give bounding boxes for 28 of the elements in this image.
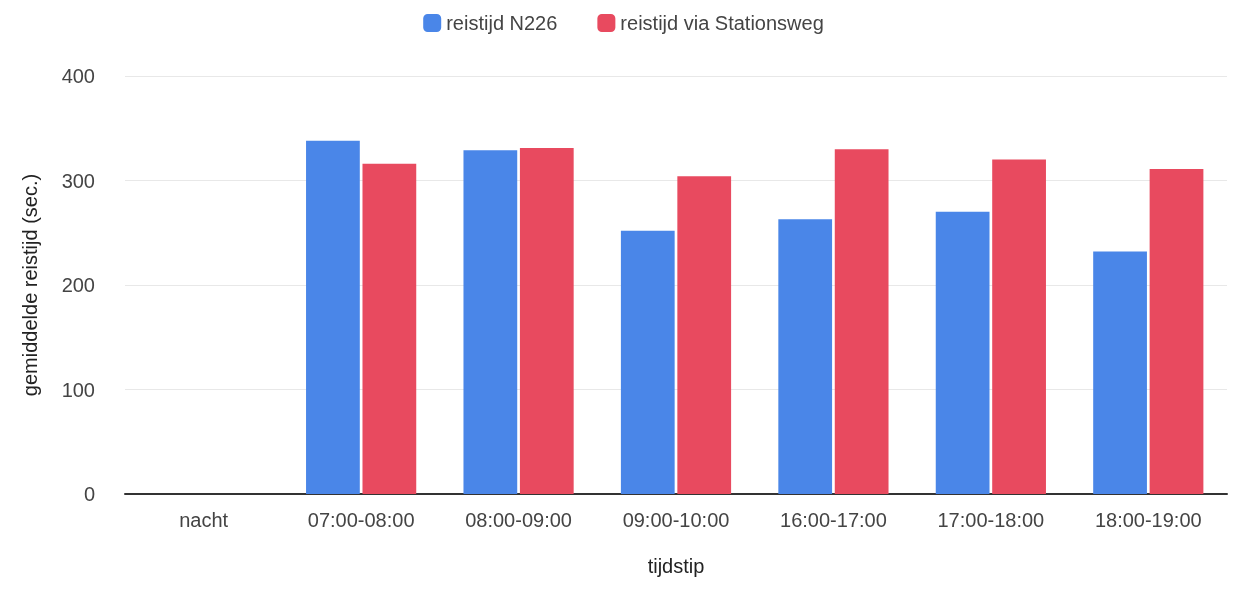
bar <box>778 219 833 494</box>
bar <box>306 140 360 494</box>
bar <box>992 159 1046 494</box>
y-tick-label: 300 <box>61 169 95 192</box>
x-tick-label: nacht <box>179 509 229 531</box>
y-tick-label: 0 <box>83 483 95 505</box>
bar <box>620 230 675 494</box>
x-tick-label: 08:00-09:00 <box>465 509 572 531</box>
bar <box>677 176 732 494</box>
x-tick-label: 09:00-10:00 <box>622 509 730 531</box>
bar <box>362 163 417 494</box>
bar <box>1149 169 1204 494</box>
bar <box>834 149 889 494</box>
legend-label: reistijd N226 <box>446 12 558 34</box>
bar <box>463 150 518 494</box>
x-tick-label: 17:00-18:00 <box>937 509 1045 531</box>
bar <box>935 211 990 494</box>
x-axis-title: tijdstip <box>647 555 705 577</box>
y-tick-label: 100 <box>61 378 95 401</box>
x-tick-label: 07:00-08:00 <box>307 509 415 531</box>
y-tick-label: 200 <box>61 274 95 296</box>
bar <box>1093 251 1147 494</box>
x-tick-label: 16:00-17:00 <box>780 509 887 531</box>
x-tick-label: 18:00-19:00 <box>1094 509 1202 531</box>
legend-label: reistijd via Stationsweg <box>620 12 824 34</box>
bar <box>519 148 574 494</box>
y-axis-title: gemiddelde reistijd (sec.) <box>19 173 41 397</box>
y-tick-label: 400 <box>61 65 95 87</box>
